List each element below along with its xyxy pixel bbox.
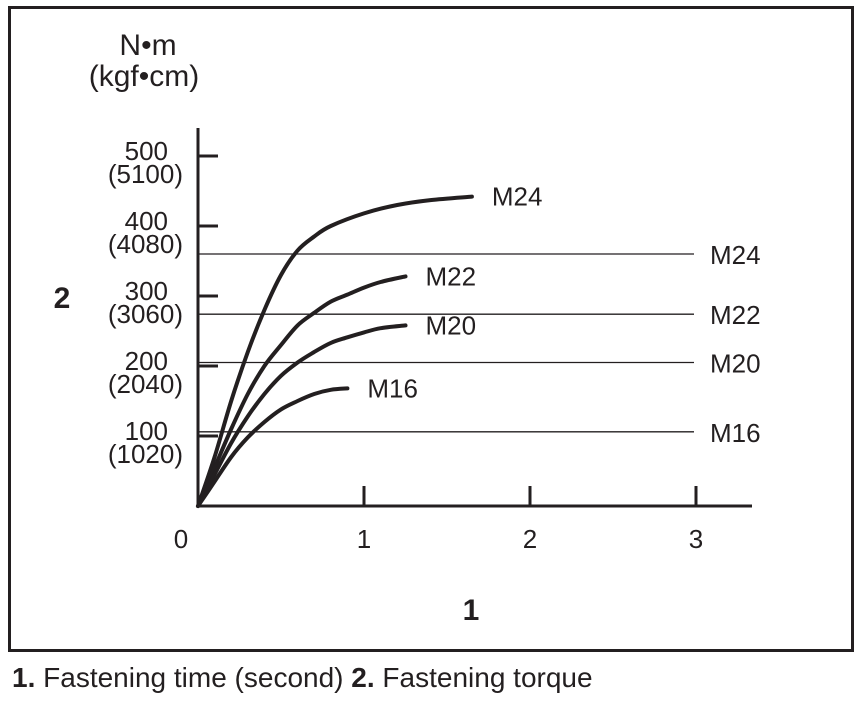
- x-tick-label: 1: [357, 524, 371, 554]
- series-label: M22: [426, 261, 477, 291]
- series-line-m24: [196, 194, 474, 508]
- y-unit-label-bottom: (kgf•cm): [89, 60, 200, 93]
- series-line-m20: [196, 323, 408, 508]
- y-tick-sublabel: (5100): [108, 159, 183, 189]
- y-tick-sublabel: (3060): [108, 299, 183, 329]
- y-tick-label: 400: [125, 206, 168, 236]
- y-axis-marker: 2: [54, 282, 71, 315]
- y-tick-sublabel: (1020): [108, 439, 183, 469]
- x-tick-label: 2: [523, 524, 537, 554]
- y-tick-sublabel: (4080): [108, 229, 183, 259]
- y-tick-sublabel: (2040): [108, 369, 183, 399]
- caption-number-2: 2.: [351, 662, 375, 693]
- series-label: M20: [426, 310, 477, 340]
- caption-text-2: Fastening torque: [374, 662, 593, 693]
- x-tick-label: 0: [174, 524, 188, 554]
- caption-text-1: Fastening time (second): [35, 662, 352, 693]
- series-line-m22: [196, 274, 408, 508]
- reference-line-label: M20: [710, 349, 761, 379]
- series-label: M16: [367, 373, 418, 403]
- series-label: M24: [492, 182, 543, 212]
- caption: 1. Fastening time (second) 2. Fastening …: [12, 662, 593, 694]
- caption-number-1: 1.: [12, 662, 36, 693]
- y-tick-label: 200: [125, 346, 168, 376]
- reference-line-label: M24: [710, 240, 761, 270]
- chart-frame: [8, 6, 854, 652]
- x-axis-marker: 1: [463, 594, 480, 627]
- y-tick-label: 100: [125, 416, 168, 446]
- y-tick-label: 500: [125, 136, 168, 166]
- y-unit-label-top: N•m: [119, 29, 176, 62]
- x-tick-label: 3: [689, 524, 703, 554]
- reference-line-label: M16: [710, 418, 761, 448]
- y-tick-label: 300: [125, 276, 168, 306]
- reference-line-label: M22: [710, 300, 761, 330]
- series-line-m16: [196, 386, 350, 508]
